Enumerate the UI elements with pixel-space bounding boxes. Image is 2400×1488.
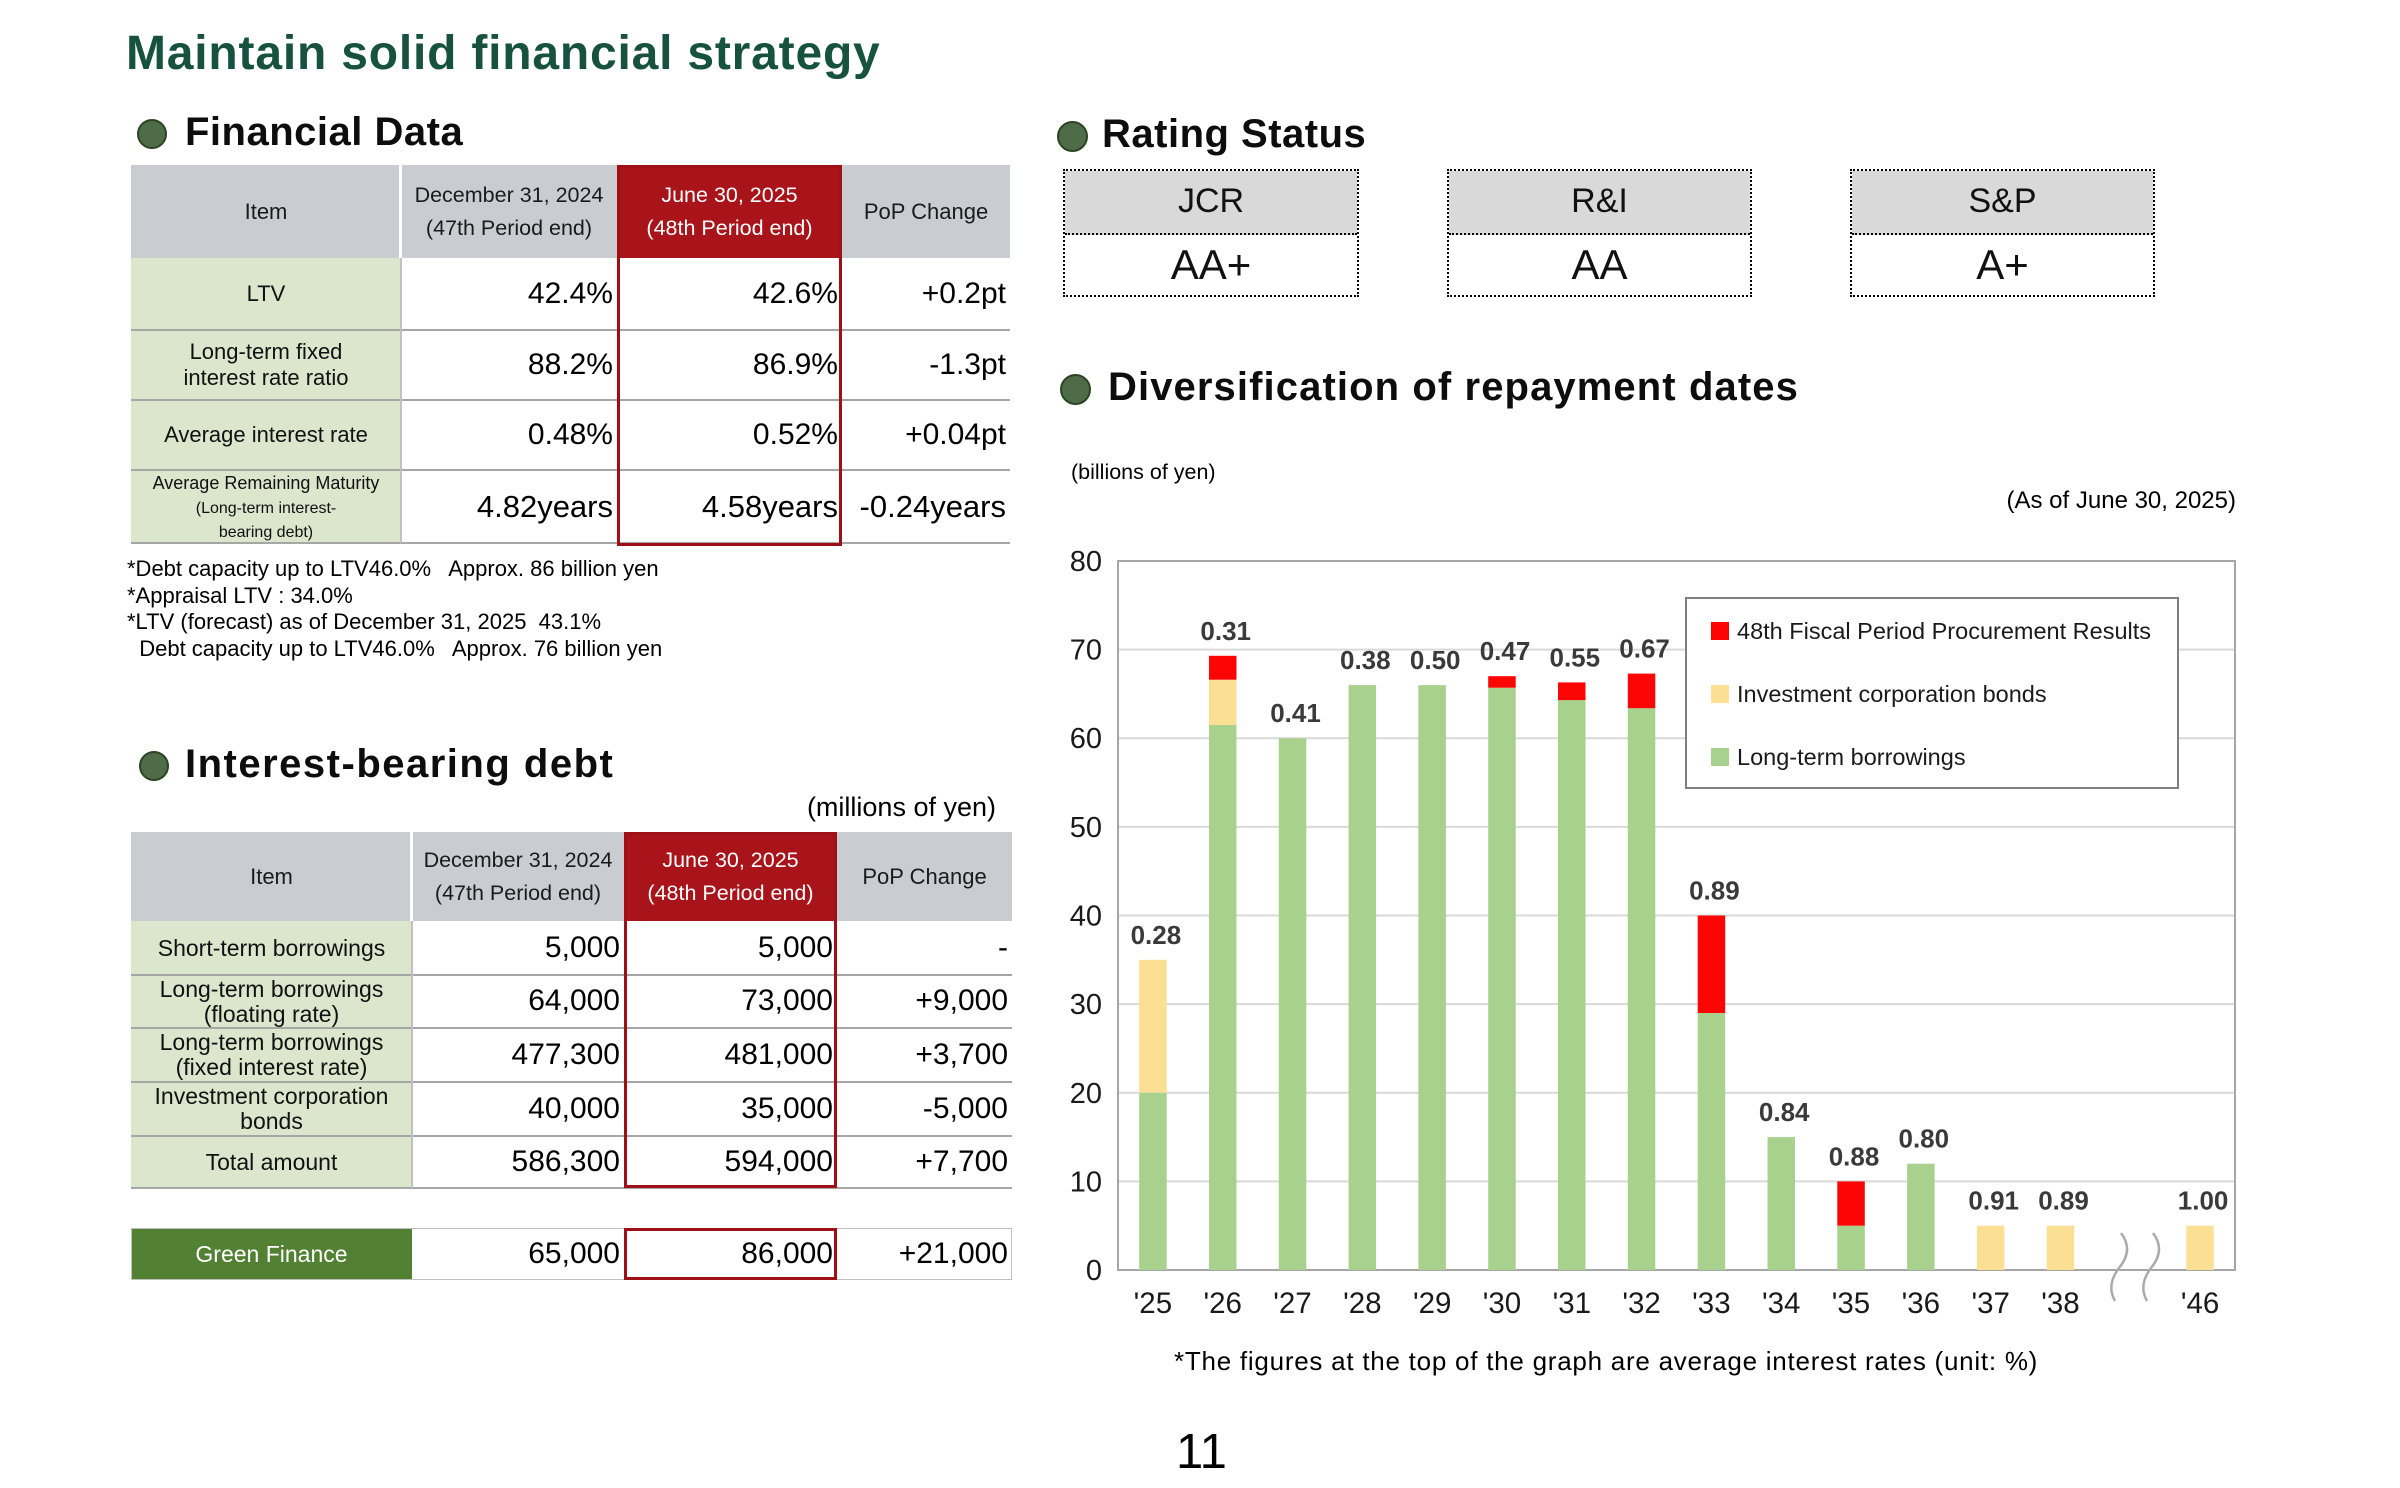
svg-text:'37: '37: [1971, 1287, 2009, 1320]
svg-text:'36: '36: [1902, 1287, 1940, 1320]
svg-text:0.31: 0.31: [1200, 616, 1251, 646]
svg-text:0.89: 0.89: [2038, 1186, 2089, 1216]
svg-text:0.84: 0.84: [1759, 1097, 1810, 1127]
svg-text:'38: '38: [2041, 1287, 2079, 1320]
svg-text:'33: '33: [1692, 1287, 1730, 1320]
svg-text:'28: '28: [1343, 1287, 1381, 1320]
svg-text:60: 60: [1070, 723, 1102, 755]
svg-text:'30: '30: [1483, 1287, 1521, 1320]
svg-text:Long-term borrowings: Long-term borrowings: [1737, 744, 1966, 770]
svg-text:Investment corporation bonds: Investment corporation bonds: [1737, 681, 2047, 707]
svg-text:'26: '26: [1203, 1287, 1241, 1320]
svg-text:50: 50: [1070, 812, 1102, 844]
svg-text:0.50: 0.50: [1410, 645, 1461, 675]
svg-text:0.47: 0.47: [1480, 636, 1531, 666]
svg-text:'31: '31: [1553, 1287, 1591, 1320]
svg-text:'25: '25: [1134, 1287, 1172, 1320]
svg-text:0.80: 0.80: [1898, 1124, 1949, 1154]
svg-text:0: 0: [1086, 1255, 1102, 1287]
svg-text:'34: '34: [1762, 1287, 1800, 1320]
svg-text:10: 10: [1070, 1166, 1102, 1198]
svg-text:'32: '32: [1622, 1287, 1660, 1320]
svg-text:'29: '29: [1413, 1287, 1451, 1320]
svg-text:0.89: 0.89: [1689, 876, 1740, 906]
svg-text:0.91: 0.91: [1968, 1186, 2019, 1216]
svg-text:40: 40: [1070, 901, 1102, 933]
svg-text:0.41: 0.41: [1270, 698, 1321, 728]
svg-text:80: 80: [1070, 546, 1102, 578]
svg-text:0.88: 0.88: [1829, 1141, 1880, 1171]
svg-text:'35: '35: [1832, 1287, 1870, 1320]
svg-text:0.67: 0.67: [1619, 634, 1670, 664]
svg-text:1.00: 1.00: [2178, 1186, 2229, 1216]
svg-text:70: 70: [1070, 635, 1102, 667]
svg-text:0.38: 0.38: [1340, 645, 1391, 675]
svg-text:20: 20: [1070, 1078, 1102, 1110]
svg-text:'27: '27: [1273, 1287, 1311, 1320]
svg-text:48th Fiscal Period Procurement: 48th Fiscal Period Procurement Results: [1737, 618, 2151, 644]
svg-text:30: 30: [1070, 989, 1102, 1021]
svg-text:0.28: 0.28: [1131, 920, 1182, 950]
svg-text:0.55: 0.55: [1549, 642, 1600, 672]
svg-text:'46: '46: [2181, 1287, 2219, 1320]
